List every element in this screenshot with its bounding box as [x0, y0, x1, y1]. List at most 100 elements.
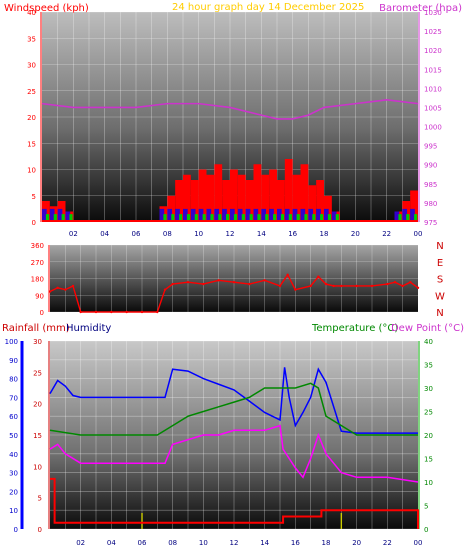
x-tick-label: 10: [194, 230, 203, 238]
direction-point: [94, 310, 98, 314]
wind-bar: [410, 190, 418, 222]
humidity-axis-label: Humidity: [66, 323, 111, 334]
direction-point: [278, 284, 282, 288]
wind-gust-bar: [296, 214, 300, 222]
wind-avg-bar: [324, 208, 329, 222]
wind-gust-bar: [53, 214, 57, 222]
direction-point: [140, 310, 144, 314]
direction-point: [71, 284, 75, 288]
direction-point: [370, 284, 374, 288]
wind-tick-label: 25: [27, 88, 36, 96]
x-tick-label: 14: [260, 539, 269, 547]
baro-tick-label: 1000: [424, 124, 442, 132]
wind-tick-label: 15: [27, 140, 36, 148]
direction-point: [332, 284, 335, 288]
baro-tick-label: 975: [424, 219, 437, 227]
direction-point: [386, 282, 389, 286]
wind-gust-bar: [288, 214, 292, 222]
direction-point: [56, 286, 59, 290]
baro-tick-label: 1025: [424, 28, 442, 36]
wind-bar: [237, 174, 246, 222]
wind-gust-bar: [202, 214, 206, 222]
wind-gust-bar: [179, 214, 183, 222]
chart-title: 24 hour graph day 14 December 2025: [172, 2, 364, 13]
direction-point: [202, 282, 205, 286]
baro-tick-label: 995: [424, 143, 437, 151]
baro-tick-label: 990: [424, 162, 437, 170]
direction-point: [156, 310, 159, 314]
wind-avg-bar: [277, 208, 282, 222]
rain-tick-label: 20: [33, 401, 42, 409]
wind-gust-bar: [241, 214, 245, 222]
humidity-tick-label: 10: [9, 507, 18, 515]
wind-avg-bar: [230, 208, 235, 222]
temp-tick-label: 25: [424, 409, 433, 417]
wind-tick-label: 30: [27, 62, 36, 70]
wind-avg-bar: [245, 208, 251, 222]
wind-gust-bar: [304, 214, 308, 222]
wind-avg-bar: [175, 208, 180, 222]
wind-avg-bar: [402, 208, 408, 222]
wind-avg-bar: [183, 208, 188, 222]
direction-point: [64, 288, 67, 291]
baro-tick-label: 1030: [424, 9, 442, 17]
x-tick-label: 20: [352, 539, 361, 547]
rain-tick-label: 10: [33, 463, 42, 471]
wind-bar: [222, 180, 230, 222]
rain-tick-label: 5: [38, 495, 42, 503]
wind-tick-label: 40: [27, 9, 36, 17]
wind-tick-label: 10: [27, 167, 36, 175]
x-tick-label: 00: [414, 539, 423, 547]
wind-bar: [230, 169, 238, 222]
wind-avg-bar: [42, 208, 47, 222]
direction-point: [125, 310, 128, 314]
direction-point: [48, 290, 52, 293]
temp-tick-label: 0: [424, 526, 428, 534]
wind-avg-bar: [159, 208, 165, 222]
wind-gust-bar: [218, 214, 222, 222]
wind-gust-bar: [273, 214, 277, 222]
humidity-tick-label: 40: [9, 451, 18, 459]
wind-bar: [245, 180, 254, 222]
wind-gust-bar: [163, 214, 167, 222]
direction-point: [79, 310, 82, 314]
wind-avg-bar: [269, 208, 274, 222]
rain-tick-label: 0: [38, 526, 42, 534]
wind-axis-label: Windspeed (kph): [4, 3, 89, 14]
humidity-tick-label: 60: [9, 413, 18, 421]
x-tick-label: 16: [288, 230, 297, 238]
wind-gust-bar: [280, 214, 285, 222]
wind-bar: [269, 169, 277, 222]
direction-point: [340, 284, 343, 288]
baro-tick-label: 1005: [424, 104, 442, 112]
direction-point: [163, 288, 167, 291]
wind-bar: [292, 174, 301, 222]
rain-line: [50, 477, 419, 529]
wind-avg-bar: [206, 208, 212, 222]
wind-gust-bar: [414, 214, 418, 222]
direction-point: [355, 284, 358, 288]
rain-tick-label: 25: [33, 369, 42, 377]
wind-tick-label: 20: [27, 114, 36, 122]
direction-point: [401, 284, 404, 288]
wind-gust-bar: [257, 214, 261, 222]
direction-tick-label: 0: [40, 309, 44, 317]
direction-tick-label: 360: [31, 242, 44, 250]
direction-point: [294, 288, 297, 291]
wind-avg-bar: [284, 208, 290, 222]
x-tick-label: 10: [199, 539, 208, 547]
wind-bar: [183, 174, 191, 222]
wind-gust-bar: [233, 214, 238, 222]
wind-tick-label: 35: [27, 35, 36, 43]
wind-avg-bar: [253, 208, 259, 222]
temp-tick-label: 40: [424, 338, 433, 346]
temp-tick-label: 5: [424, 503, 428, 511]
x-tick-label: 22: [382, 230, 391, 238]
x-tick-label: 06: [138, 539, 147, 547]
compass-label: S: [437, 275, 443, 286]
wind-tick-label: 0: [32, 219, 36, 227]
wind-avg-bar: [214, 208, 220, 222]
humidity-tick-label: 30: [9, 470, 18, 478]
